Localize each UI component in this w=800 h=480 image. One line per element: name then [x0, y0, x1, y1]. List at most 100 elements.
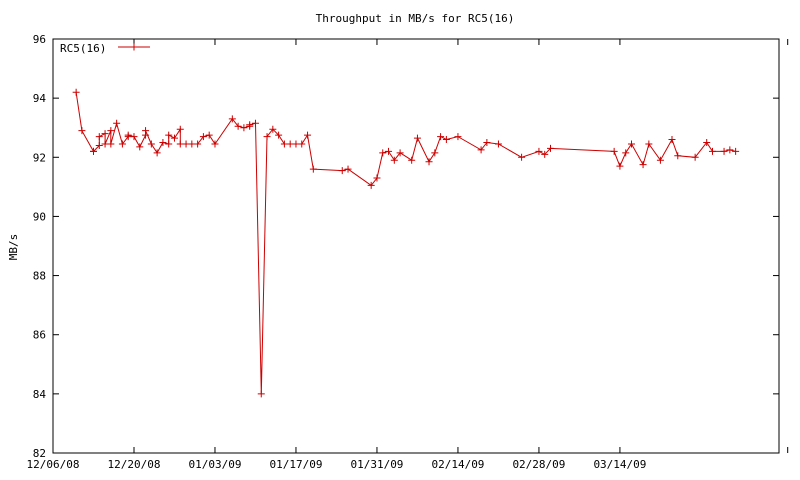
data-point: [547, 144, 555, 152]
data-point: [622, 149, 630, 157]
data-point: [691, 153, 699, 161]
data-point: [477, 146, 485, 154]
data-point: [344, 165, 352, 173]
data-point: [703, 139, 711, 146]
data-point: [107, 127, 115, 135]
x-tick-label: 12/06/08: [27, 458, 80, 471]
data-point: [78, 127, 86, 135]
legend-marker: [130, 43, 138, 51]
data-point: [454, 133, 462, 141]
y-axis: 82 84 86 88 90 92 94 96: [33, 33, 779, 460]
data-point: [263, 133, 271, 141]
data-point: [535, 147, 543, 155]
data-point: [159, 139, 167, 146]
data-point: [95, 141, 103, 149]
series-layer: [72, 88, 740, 398]
y-tick-label: 94: [33, 92, 47, 105]
data-point: [257, 390, 265, 398]
x-axis: 12/06/08 12/20/08 01/03/09 01/17/09 01/31/09…: [27, 39, 789, 471]
y-tick-label: 90: [33, 210, 46, 223]
legend-swatch: [118, 43, 150, 51]
data-point: [165, 140, 173, 148]
data-point: [246, 121, 254, 129]
data-point: [425, 158, 433, 166]
data-point: [373, 174, 381, 182]
data-point: [674, 152, 682, 160]
y-tick-label: 92: [33, 151, 46, 164]
y-axis-label: MB/s: [7, 234, 20, 261]
data-point: [124, 131, 132, 139]
data-point: [338, 167, 346, 175]
x-tick-label: 02/28/09: [512, 458, 565, 471]
data-point: [89, 147, 97, 155]
data-point: [442, 136, 450, 144]
data-point: [147, 140, 155, 148]
x-tick-label: 03/14/09: [593, 458, 646, 471]
data-point: [732, 147, 740, 155]
data-point: [309, 165, 317, 173]
chart-title: Throughput in MB/s for RC5(16): [316, 12, 515, 25]
data-point: [113, 119, 121, 127]
plot-area-border: [52, 38, 780, 454]
legend: RC5(16): [60, 42, 150, 55]
data-point: [379, 149, 387, 157]
data-point: [628, 140, 635, 148]
data-point: [107, 140, 115, 148]
data-point: [431, 149, 439, 157]
data-point: [205, 131, 213, 139]
data-point: [211, 140, 219, 148]
data-point: [616, 162, 624, 170]
data-point: [165, 131, 173, 139]
data-point: [72, 88, 80, 96]
data-point: [390, 156, 398, 164]
data-point: [228, 115, 236, 123]
data-point: [142, 127, 150, 135]
x-tick-label: 02/14/09: [431, 458, 484, 471]
data-point: [240, 124, 248, 132]
data-point: [413, 134, 421, 142]
data-point: [645, 140, 653, 148]
data-point: [234, 122, 242, 130]
data-point: [483, 139, 491, 146]
data-point: [494, 140, 502, 148]
data-point: [396, 149, 404, 157]
data-point: [176, 125, 184, 133]
data-point: [130, 133, 138, 141]
data-point: [101, 130, 109, 138]
data-point: [518, 153, 526, 161]
data-point: [656, 156, 664, 164]
data-point: [269, 125, 277, 133]
x-tick-label: 12/20/08: [107, 458, 160, 471]
y-tick-label: 96: [33, 33, 46, 46]
data-point: [170, 134, 178, 142]
data-point: [118, 140, 126, 148]
data-point: [199, 133, 207, 141]
data-point: [437, 133, 445, 141]
data-point: [304, 131, 312, 139]
data-point: [541, 150, 549, 158]
series-line: [75, 92, 736, 394]
data-point: [275, 131, 283, 139]
data-point: [726, 146, 734, 154]
data-point: [153, 149, 161, 157]
y-tick-label: 86: [33, 329, 46, 342]
data-point: [708, 147, 716, 155]
data-point: [610, 147, 618, 155]
data-point: [408, 156, 416, 164]
data-point: [385, 147, 393, 155]
data-point: [194, 140, 202, 148]
data-point: [639, 161, 647, 169]
x-tick-label: 01/31/09: [350, 458, 403, 471]
data-point: [367, 181, 375, 189]
data-point: [298, 140, 306, 148]
x-tick-label: 01/03/09: [188, 458, 241, 471]
data-point: [136, 143, 144, 151]
data-point: [251, 119, 259, 127]
x-tick-label: 01/17/09: [269, 458, 322, 471]
data-point: [720, 147, 728, 155]
data-point: [95, 133, 103, 141]
y-tick-label: 88: [33, 270, 46, 283]
data-point: [668, 136, 676, 144]
y-tick-label: 84: [33, 388, 47, 401]
